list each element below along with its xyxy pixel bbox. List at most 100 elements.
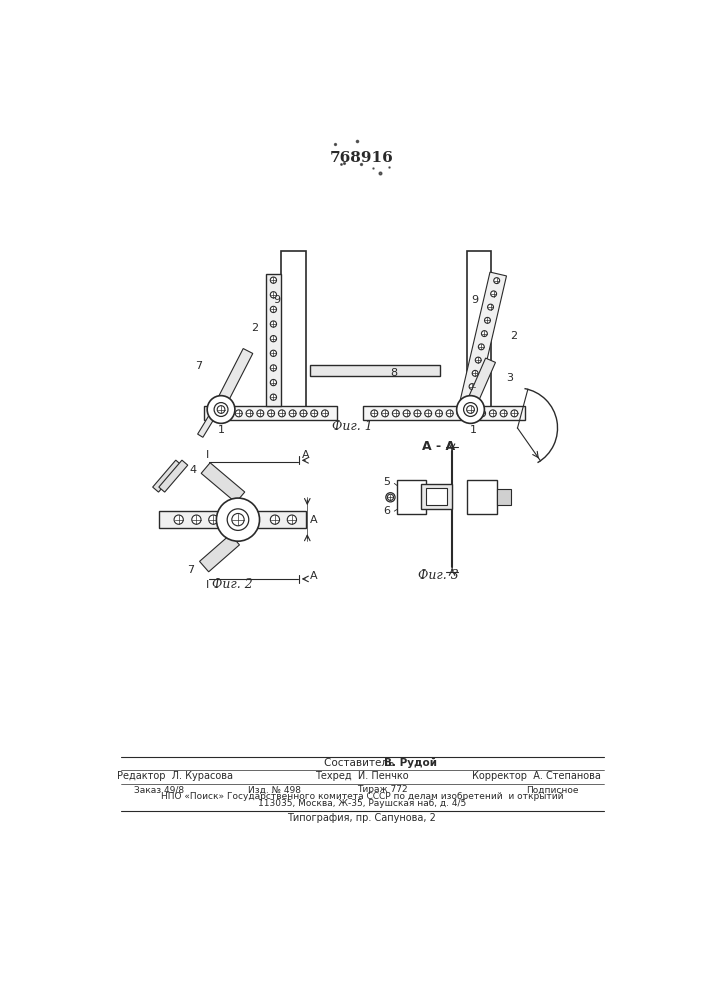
Circle shape (192, 515, 201, 524)
Circle shape (217, 406, 225, 413)
Circle shape (300, 410, 307, 417)
Circle shape (257, 410, 264, 417)
Circle shape (270, 321, 276, 327)
Text: Тираж 772: Тираж 772 (358, 785, 408, 794)
Circle shape (511, 410, 518, 417)
Circle shape (279, 410, 286, 417)
Text: НПО «Поиск» Государственного комитета СССР по делам изобретений  и открытий: НПО «Поиск» Государственного комитета СС… (160, 792, 563, 801)
Text: 1: 1 (218, 425, 225, 435)
Circle shape (489, 410, 496, 417)
Circle shape (403, 410, 410, 417)
Circle shape (464, 403, 477, 416)
Bar (426, 488, 448, 505)
Circle shape (484, 317, 491, 323)
Circle shape (387, 494, 394, 500)
Text: Техред  И. Пенчко: Техред И. Пенчко (315, 771, 409, 781)
Text: 6: 6 (383, 506, 390, 516)
Circle shape (311, 410, 317, 417)
Circle shape (479, 344, 484, 350)
Text: 9: 9 (274, 295, 281, 305)
Circle shape (446, 410, 453, 417)
Circle shape (479, 410, 486, 417)
Text: 7: 7 (194, 361, 201, 371)
Text: Заказ 49/8: Заказ 49/8 (134, 785, 185, 794)
Polygon shape (459, 272, 506, 408)
Circle shape (268, 410, 274, 417)
Circle shape (214, 410, 221, 417)
Bar (467, 480, 497, 514)
Text: I: I (206, 580, 209, 590)
Text: 2: 2 (510, 331, 517, 341)
Polygon shape (201, 463, 245, 503)
Circle shape (488, 304, 493, 310)
Text: Фиг. 2: Фиг. 2 (212, 578, 253, 591)
Circle shape (270, 515, 279, 524)
Text: 4: 4 (189, 465, 197, 475)
Bar (266, 274, 281, 406)
Circle shape (322, 410, 329, 417)
Circle shape (209, 515, 218, 524)
Text: А - А: А - А (421, 440, 455, 453)
Circle shape (469, 384, 475, 390)
Circle shape (235, 410, 243, 417)
Circle shape (227, 509, 249, 530)
Circle shape (270, 350, 276, 356)
Text: 113035, Москва, Ж-35, Раушская наб, д. 4/5: 113035, Москва, Ж-35, Раушская наб, д. 4… (258, 799, 466, 808)
Circle shape (246, 410, 253, 417)
Bar (204, 406, 337, 420)
Polygon shape (214, 349, 253, 412)
Circle shape (270, 379, 276, 386)
Circle shape (491, 291, 496, 297)
Bar (467, 251, 491, 413)
Circle shape (481, 331, 487, 337)
Circle shape (472, 370, 478, 376)
Bar (497, 489, 510, 505)
Text: Корректор  А. Степанова: Корректор А. Степанова (472, 771, 601, 781)
Text: A: A (310, 515, 317, 525)
Circle shape (270, 336, 276, 342)
Circle shape (425, 410, 432, 417)
Circle shape (214, 403, 228, 416)
Circle shape (493, 278, 500, 284)
Circle shape (232, 513, 244, 526)
Circle shape (270, 365, 276, 371)
Circle shape (270, 306, 276, 313)
Circle shape (457, 396, 484, 423)
Text: Типография, пр. Сапунова, 2: Типография, пр. Сапунова, 2 (288, 813, 436, 823)
Bar (363, 406, 525, 420)
Text: Фиг. 1: Фиг. 1 (332, 420, 373, 433)
Circle shape (289, 410, 296, 417)
Bar (421, 484, 452, 509)
Text: Фиг. 3: Фиг. 3 (418, 569, 459, 582)
Text: Подписное: Подписное (526, 785, 578, 794)
Circle shape (392, 410, 399, 417)
Circle shape (370, 410, 378, 417)
Text: 1: 1 (469, 425, 477, 435)
Text: Составитель: Составитель (324, 758, 400, 768)
Text: A: A (302, 450, 310, 460)
Polygon shape (159, 460, 188, 492)
Polygon shape (153, 460, 182, 492)
Circle shape (500, 410, 507, 417)
Text: 5: 5 (383, 477, 390, 487)
Text: В. Рудой: В. Рудой (383, 758, 436, 768)
Text: I: I (206, 450, 209, 460)
Circle shape (270, 394, 276, 400)
Bar (160, 511, 305, 528)
Circle shape (466, 397, 472, 403)
Circle shape (270, 292, 276, 298)
Circle shape (457, 410, 464, 417)
Text: Изд. № 498: Изд. № 498 (248, 785, 301, 794)
Text: A: A (310, 571, 317, 581)
Bar (397, 480, 426, 514)
Circle shape (414, 410, 421, 417)
Text: 2: 2 (251, 323, 258, 333)
Circle shape (382, 410, 389, 417)
Text: 3: 3 (506, 373, 513, 383)
Text: Редактор  Л. Курасова: Редактор Л. Курасова (117, 771, 233, 781)
Text: 7: 7 (187, 565, 194, 575)
Circle shape (216, 498, 259, 541)
Circle shape (207, 396, 235, 423)
Circle shape (467, 406, 474, 413)
Polygon shape (198, 413, 216, 437)
